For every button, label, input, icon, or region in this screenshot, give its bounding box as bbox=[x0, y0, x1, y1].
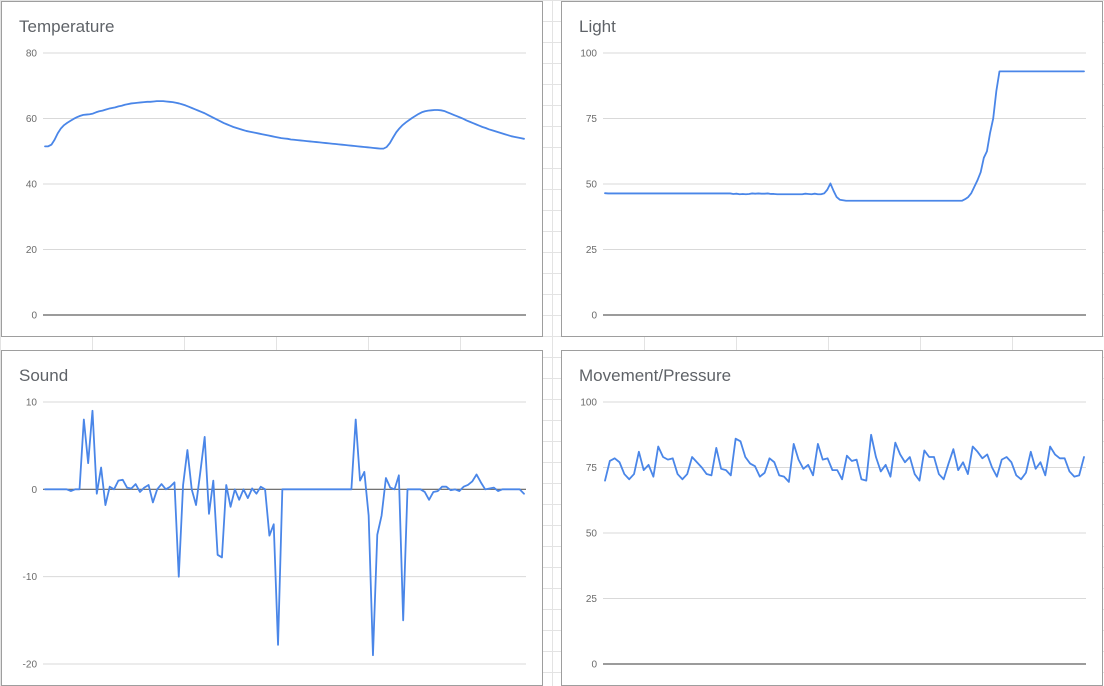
y-tick-label: 25 bbox=[586, 594, 598, 605]
chart-plot: 0 25 50 75 100 bbox=[580, 49, 1086, 322]
y-tick-label: 25 bbox=[586, 245, 598, 256]
y-tick-label: 75 bbox=[586, 114, 598, 125]
chart-plot: -20 -10 0 10 bbox=[23, 398, 526, 671]
series-line bbox=[604, 70, 1085, 202]
light-chart[interactable]: Light 0 25 50 75 100 bbox=[561, 1, 1103, 337]
chart-title: Movement/Pressure bbox=[579, 366, 732, 385]
y-tick-label: 0 bbox=[31, 311, 37, 322]
y-tick-label: 75 bbox=[586, 463, 598, 474]
y-tick-label: 0 bbox=[591, 311, 597, 322]
y-tick-label: -10 bbox=[23, 572, 38, 583]
series-line bbox=[604, 433, 1085, 483]
sound-chart[interactable]: Sound -20 -10 0 10 bbox=[1, 350, 543, 686]
y-tick-label: 10 bbox=[26, 398, 38, 409]
y-tick-label: 100 bbox=[580, 49, 597, 60]
y-tick-label: 20 bbox=[26, 245, 38, 256]
y-tick-label: 0 bbox=[591, 660, 597, 671]
chart-plot: 0 25 50 75 100 bbox=[580, 398, 1086, 671]
series-line bbox=[44, 409, 525, 657]
y-tick-label: 0 bbox=[31, 485, 37, 496]
chart-title: Sound bbox=[19, 366, 69, 385]
temperature-chart[interactable]: Temperature 0 20 40 60 80 bbox=[1, 1, 543, 337]
y-tick-label: 80 bbox=[26, 49, 38, 60]
y-tick-label: 60 bbox=[26, 114, 38, 125]
y-tick-label: 50 bbox=[586, 529, 598, 540]
y-tick-label: 50 bbox=[586, 180, 598, 191]
chart-plot: 0 20 40 60 80 bbox=[26, 49, 526, 322]
series-line bbox=[44, 100, 525, 150]
chart-title: Light bbox=[579, 17, 616, 36]
y-tick-label: -20 bbox=[23, 660, 38, 671]
y-tick-label: 100 bbox=[580, 398, 597, 409]
movement-pressure-chart[interactable]: Movement/Pressure 0 25 50 75 100 bbox=[561, 350, 1103, 686]
chart-title: Temperature bbox=[19, 17, 115, 36]
y-tick-label: 40 bbox=[26, 180, 38, 191]
